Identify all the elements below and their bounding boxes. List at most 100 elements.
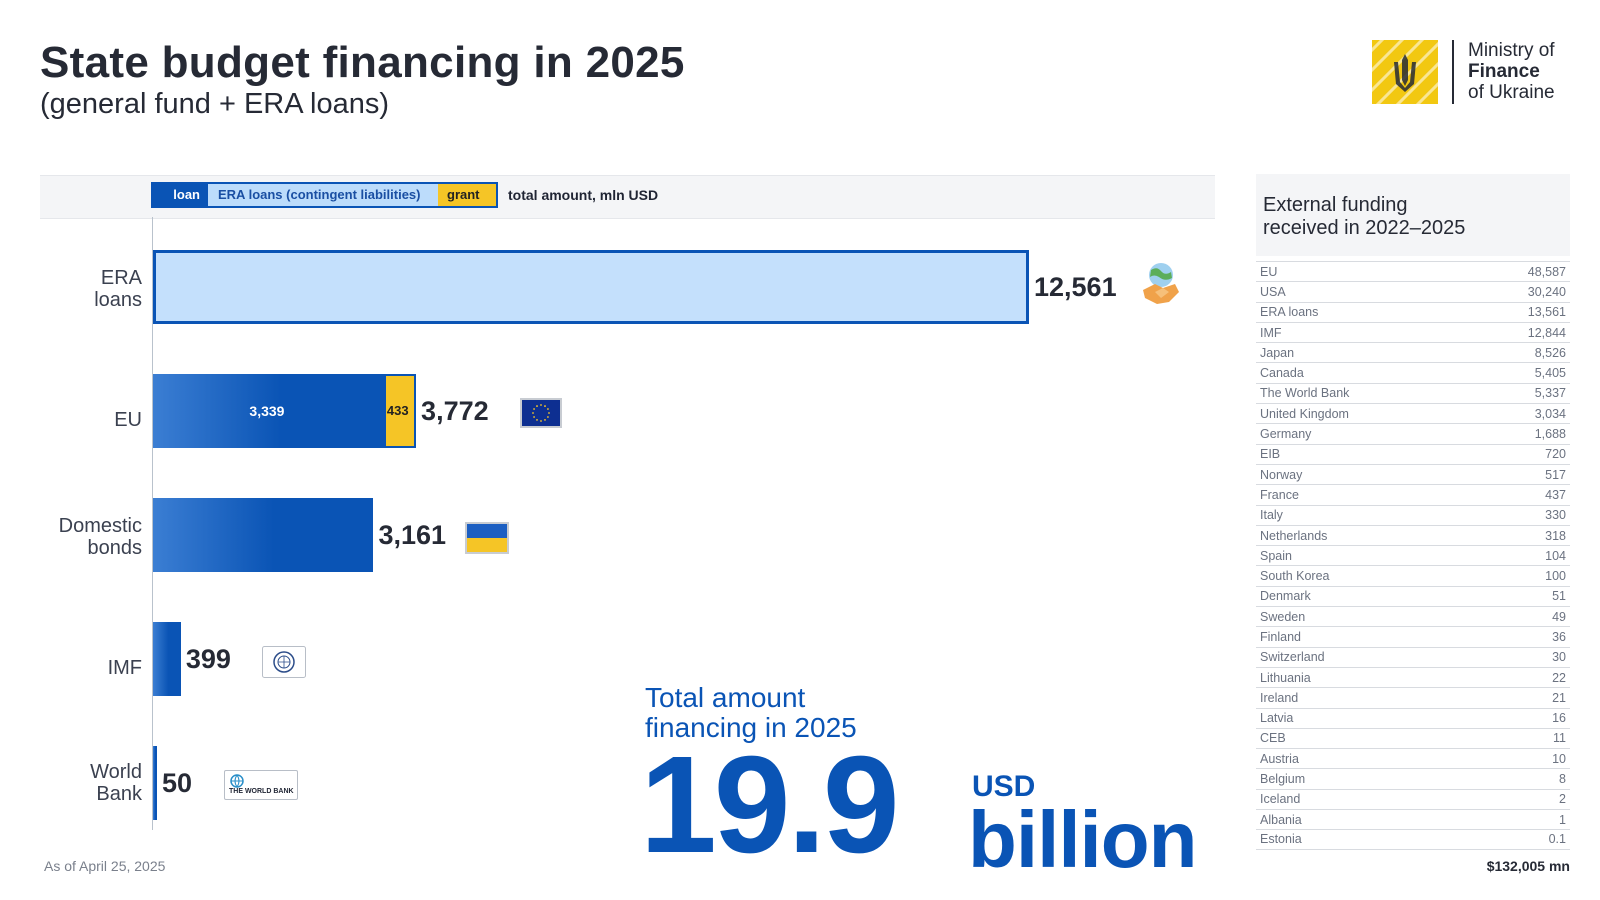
table-row-value: 318 bbox=[1545, 528, 1566, 543]
funding-table-total: $132,005 mn bbox=[1486, 858, 1570, 874]
table-row-name: IMF bbox=[1260, 325, 1282, 340]
table-row: EU 48,587 bbox=[1256, 261, 1570, 281]
table-row-value: 100 bbox=[1545, 569, 1566, 584]
ministry-name: Ministry of Finance of Ukraine bbox=[1468, 40, 1555, 103]
bar-grant-value: 433 bbox=[386, 403, 409, 418]
bar-total-value: 3,772 bbox=[421, 396, 489, 426]
table-row: Ireland 21 bbox=[1256, 687, 1570, 707]
table-row-name: South Korea bbox=[1260, 569, 1330, 584]
table-row-name: Netherlands bbox=[1260, 528, 1328, 543]
table-row-value: 8,526 bbox=[1534, 345, 1566, 360]
table-row-value: 22 bbox=[1552, 670, 1566, 685]
table-row: Spain 104 bbox=[1256, 545, 1570, 565]
table-row: Denmark 51 bbox=[1256, 585, 1570, 606]
ministry-logo-icon bbox=[1372, 40, 1438, 104]
funding-table: EU 48,587 USA 30,240 ERA loans 13,561 IMF 12,84… bbox=[1256, 261, 1570, 850]
total-label-line2: financing in 2025 bbox=[645, 712, 857, 743]
legend-total-amount: total amount, mln USD bbox=[508, 187, 659, 203]
table-row-value: 51 bbox=[1552, 589, 1566, 604]
table-row: Switzerland 30 bbox=[1256, 646, 1570, 667]
table-row-name: Italy bbox=[1260, 508, 1283, 523]
handshake-globe-icon bbox=[1141, 262, 1181, 313]
bar-era-loans bbox=[153, 250, 1029, 324]
table-row-value: 11 bbox=[1553, 731, 1566, 746]
table-row-value: 3,034 bbox=[1534, 406, 1566, 421]
total-currency: USD bbox=[972, 770, 1036, 803]
side-panel-title: External funding received in 2022–2025 bbox=[1263, 194, 1465, 240]
table-row-value: 10 bbox=[1552, 751, 1566, 766]
table-row-name: Spain bbox=[1260, 548, 1292, 563]
table-row: Albania 1 bbox=[1256, 809, 1570, 829]
table-row: Belgium 8 bbox=[1256, 768, 1570, 788]
table-row-value: 36 bbox=[1552, 629, 1566, 644]
category-label: World Bank bbox=[90, 761, 142, 805]
table-row-value: 12,844 bbox=[1527, 325, 1566, 340]
bar-total-value: 3,161 bbox=[378, 520, 447, 550]
table-row-name: EU bbox=[1260, 264, 1278, 279]
table-row: Finland 36 bbox=[1256, 626, 1570, 646]
table-row-value: 30,240 bbox=[1527, 284, 1566, 299]
table-row-name: Albania bbox=[1260, 812, 1302, 827]
table-row-value: 330 bbox=[1545, 508, 1566, 523]
table-row-name: Japan bbox=[1260, 345, 1295, 360]
table-row: Netherlands 318 bbox=[1256, 524, 1570, 545]
bar-loan bbox=[153, 374, 386, 448]
bar-loan bbox=[153, 746, 157, 820]
table-row-name: Lithuania bbox=[1260, 670, 1311, 685]
table-row-value: 5,405 bbox=[1534, 366, 1566, 381]
page-title: State budget financing in 2025 bbox=[40, 38, 685, 87]
ukraine-flag-icon bbox=[465, 522, 509, 559]
total-number: 19.9 bbox=[640, 728, 900, 882]
table-row: Lithuania 22 bbox=[1256, 666, 1570, 687]
table-row-value: 1 bbox=[1559, 812, 1566, 827]
table-row-name: Iceland bbox=[1260, 792, 1301, 807]
table-row: Italy 330 bbox=[1256, 504, 1570, 525]
table-row-name: Austria bbox=[1260, 751, 1299, 766]
table-row: Austria 10 bbox=[1256, 748, 1570, 768]
table-row-name: Denmark bbox=[1260, 589, 1311, 604]
category-label: ERA loans bbox=[94, 267, 142, 311]
bar-total-value: 399 bbox=[185, 644, 231, 674]
table-row-value: 437 bbox=[1545, 487, 1566, 502]
table-row-value: 517 bbox=[1545, 467, 1566, 482]
table-row-name: Canada bbox=[1260, 366, 1304, 381]
category-label: EU bbox=[114, 409, 142, 431]
table-row-name: Estonia bbox=[1260, 832, 1302, 847]
legend-frame bbox=[151, 182, 498, 208]
ministry-name-line3: of Ukraine bbox=[1468, 82, 1555, 103]
table-row-value: 1,688 bbox=[1534, 427, 1566, 442]
table-row-name: CEB bbox=[1260, 731, 1286, 746]
table-row-value: 720 bbox=[1545, 447, 1566, 462]
table-row: EIB 720 bbox=[1256, 443, 1570, 464]
table-row: Estonia 0.1 bbox=[1256, 829, 1570, 850]
table-row-value: 48,587 bbox=[1527, 264, 1566, 279]
bar-loan bbox=[153, 498, 374, 572]
table-row: USA 30,240 bbox=[1256, 281, 1570, 301]
world-bank-caption: THE WORLD BANK bbox=[229, 788, 294, 795]
table-row-value: 8 bbox=[1559, 772, 1566, 787]
table-row-value: 49 bbox=[1552, 609, 1566, 624]
table-row-name: United Kingdom bbox=[1260, 406, 1349, 421]
table-row: The World Bank 5,337 bbox=[1256, 382, 1570, 403]
table-row: CEB 11 bbox=[1256, 727, 1570, 748]
table-row-value: 30 bbox=[1552, 650, 1566, 665]
table-row-name: USA bbox=[1260, 284, 1286, 299]
table-row-name: Germany bbox=[1260, 427, 1312, 442]
bar-loan-value: 3,339 bbox=[249, 403, 285, 419]
category-label: Domestic bonds bbox=[58, 515, 142, 559]
page-subtitle: (general fund + ERA loans) bbox=[40, 88, 390, 120]
table-row: Canada 5,405 bbox=[1256, 362, 1570, 382]
table-row-value: 5,337 bbox=[1534, 386, 1566, 401]
eu-flag-icon bbox=[520, 398, 562, 433]
table-row-value: 21 bbox=[1552, 690, 1566, 705]
table-row-name: Latvia bbox=[1260, 711, 1294, 726]
ministry-name-line2: Finance bbox=[1468, 61, 1540, 82]
table-row-name: Belgium bbox=[1260, 772, 1306, 787]
bar-total-value: 12,561 bbox=[1034, 272, 1117, 302]
side-title-line1: External funding bbox=[1263, 194, 1408, 216]
logo-divider bbox=[1452, 40, 1454, 104]
table-row: Iceland 2 bbox=[1256, 788, 1570, 809]
table-row-value: 2 bbox=[1559, 792, 1566, 807]
legend-grant: grant bbox=[438, 182, 498, 208]
side-panel-header bbox=[1256, 174, 1570, 256]
